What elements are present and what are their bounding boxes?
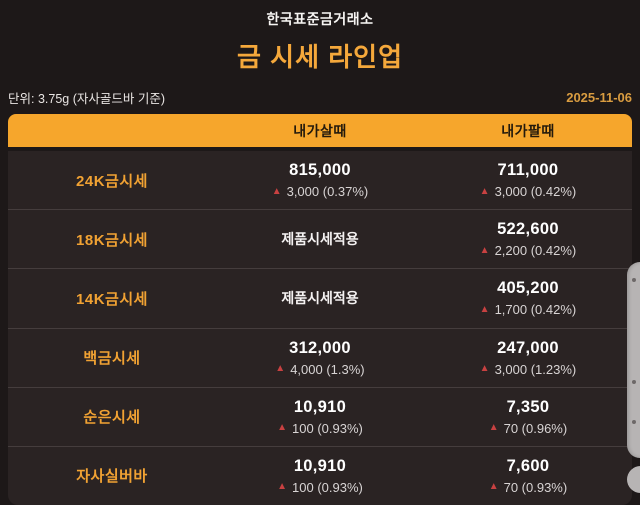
sell-price-cell: 7,600 ▲ 70 (0.93%)	[424, 457, 632, 495]
up-triangle-icon: ▲	[277, 422, 288, 434]
buy-price-cell: 제품시세적용	[216, 288, 424, 308]
up-triangle-icon: ▲	[488, 481, 499, 493]
price-change-line: ▲ 2,200 (0.42%)	[424, 243, 632, 258]
table-row: 자사실버바 10,910 ▲ 100 (0.93%) 7,600 ▲ 70 (0…	[8, 445, 632, 505]
floating-quick-menu[interactable]	[627, 262, 640, 458]
price-change: 70 (0.96%)	[503, 420, 568, 436]
buy-price-cell: 815,000 ▲ 3,000 (0.37%)	[216, 161, 424, 199]
price-table: 내가살때 내가팔때 24K금시세 815,000 ▲ 3,000 (0.37%)…	[8, 114, 632, 505]
price-change: 3,000 (1.23%)	[494, 361, 577, 377]
sell-price-cell: 247,000 ▲ 3,000 (1.23%)	[424, 339, 632, 377]
page-title: 금 시세 라인업	[237, 42, 403, 72]
quick-menu-dot-icon	[632, 380, 636, 384]
price-value-wrap: 522,600 ▲ 2,200 (0.42%)	[424, 220, 632, 258]
unit-note: 단위: 3.75g (자사골드바 기준)	[8, 91, 165, 106]
table-row: 18K금시세 제품시세적용 522,600 ▲ 2,200 (0.42%)	[8, 209, 632, 268]
price-change: 100 (0.93%)	[292, 479, 363, 495]
price-change-line: ▲ 3,000 (0.42%)	[424, 184, 632, 199]
price-value-wrap: 711,000 ▲ 3,000 (0.42%)	[424, 161, 632, 199]
cell-note: 제품시세적용	[281, 290, 359, 307]
price-change: 2,200 (0.42%)	[494, 243, 577, 259]
price-change-line: ▲ 100 (0.93%)	[216, 421, 424, 436]
row-label: 14K금시세	[76, 290, 148, 308]
table-row: 14K금시세 제품시세적용 405,200 ▲ 1,700 (0.42%)	[8, 268, 632, 327]
price-change: 3,000 (0.42%)	[494, 184, 577, 200]
price-change-line: ▲ 100 (0.93%)	[216, 480, 424, 495]
price-value-wrap: 10,910 ▲ 100 (0.93%)	[216, 398, 424, 436]
up-triangle-icon: ▲	[479, 185, 490, 197]
row-label: 자사실버바	[76, 468, 148, 486]
sell-price-cell: 522,600 ▲ 2,200 (0.42%)	[424, 220, 632, 258]
price-value: 312,000	[289, 338, 351, 357]
price-value: 405,200	[497, 279, 559, 298]
buy-column-header: 내가살때	[293, 122, 347, 139]
up-triangle-icon: ▲	[479, 303, 490, 315]
price-change-line: ▲ 70 (0.93%)	[424, 480, 632, 495]
price-value: 247,000	[497, 338, 559, 357]
buy-price-cell: 10,910 ▲ 100 (0.93%)	[216, 398, 424, 436]
price-value: 10,910	[293, 397, 347, 416]
table-row: 24K금시세 815,000 ▲ 3,000 (0.37%) 711,000 ▲…	[8, 151, 632, 209]
price-change: 3,000 (0.37%)	[286, 184, 369, 200]
price-value-wrap: 7,350 ▲ 70 (0.96%)	[424, 398, 632, 436]
row-label: 백금시세	[83, 350, 141, 368]
price-date: 2025-11-06	[566, 89, 632, 105]
quick-menu-icon	[632, 278, 636, 282]
table-header-row: 내가살때 내가팔때	[8, 114, 632, 147]
table-body: 24K금시세 815,000 ▲ 3,000 (0.37%) 711,000 ▲…	[8, 151, 632, 505]
row-label: 24K금시세	[76, 172, 148, 190]
row-label: 18K금시세	[76, 231, 148, 249]
price-value: 711,000	[497, 161, 559, 180]
row-label: 순은시세	[83, 409, 141, 427]
price-value-wrap: 7,600 ▲ 70 (0.93%)	[424, 457, 632, 495]
site-name: 한국표준금거래소	[266, 11, 374, 27]
table-row: 순은시세 10,910 ▲ 100 (0.93%) 7,350 ▲ 70 (0.…	[8, 386, 632, 446]
price-change-line: ▲ 70 (0.96%)	[424, 421, 632, 436]
price-value-wrap: 815,000 ▲ 3,000 (0.37%)	[216, 161, 424, 199]
price-change: 1,700 (0.42%)	[494, 302, 577, 318]
price-change: 100 (0.93%)	[292, 420, 363, 436]
price-value: 522,600	[497, 220, 559, 239]
price-change: 70 (0.93%)	[503, 479, 568, 495]
sell-price-cell: 405,200 ▲ 1,700 (0.42%)	[424, 279, 632, 317]
cell-note: 제품시세적용	[281, 231, 359, 248]
up-triangle-icon: ▲	[277, 481, 288, 493]
buy-price-cell: 312,000 ▲ 4,000 (1.3%)	[216, 339, 424, 377]
sell-price-cell: 7,350 ▲ 70 (0.96%)	[424, 398, 632, 436]
up-triangle-icon: ▲	[488, 422, 499, 434]
up-triangle-icon: ▲	[275, 363, 286, 375]
price-value-wrap: 10,910 ▲ 100 (0.93%)	[216, 457, 424, 495]
floating-round-button[interactable]	[627, 466, 640, 493]
price-change-line: ▲ 3,000 (0.37%)	[216, 184, 424, 199]
up-triangle-icon: ▲	[271, 185, 282, 197]
up-triangle-icon: ▲	[479, 363, 490, 375]
buy-price-cell: 제품시세적용	[216, 229, 424, 249]
price-value: 7,350	[506, 397, 550, 416]
up-triangle-icon: ▲	[479, 244, 490, 256]
price-value: 815,000	[289, 161, 351, 180]
buy-price-cell: 10,910 ▲ 100 (0.93%)	[216, 457, 424, 495]
quick-menu-dot-icon	[632, 420, 636, 424]
price-value-wrap: 405,200 ▲ 1,700 (0.42%)	[424, 279, 632, 317]
price-change-line: ▲ 4,000 (1.3%)	[216, 362, 424, 377]
sell-column-header: 내가팔때	[501, 122, 555, 139]
price-value-wrap: 247,000 ▲ 3,000 (1.23%)	[424, 339, 632, 377]
price-value-wrap: 312,000 ▲ 4,000 (1.3%)	[216, 339, 424, 377]
price-change-line: ▲ 3,000 (1.23%)	[424, 362, 632, 377]
price-value: 7,600	[506, 456, 550, 475]
meta-row: 단위: 3.75g (자사골드바 기준) 2025-11-06	[8, 88, 632, 106]
price-change: 4,000 (1.3%)	[290, 361, 365, 377]
price-change-line: ▲ 1,700 (0.42%)	[424, 302, 632, 317]
price-value: 10,910	[293, 456, 347, 475]
table-row: 백금시세 312,000 ▲ 4,000 (1.3%) 247,000 ▲ 3,…	[8, 327, 632, 387]
sell-price-cell: 711,000 ▲ 3,000 (0.42%)	[424, 161, 632, 199]
